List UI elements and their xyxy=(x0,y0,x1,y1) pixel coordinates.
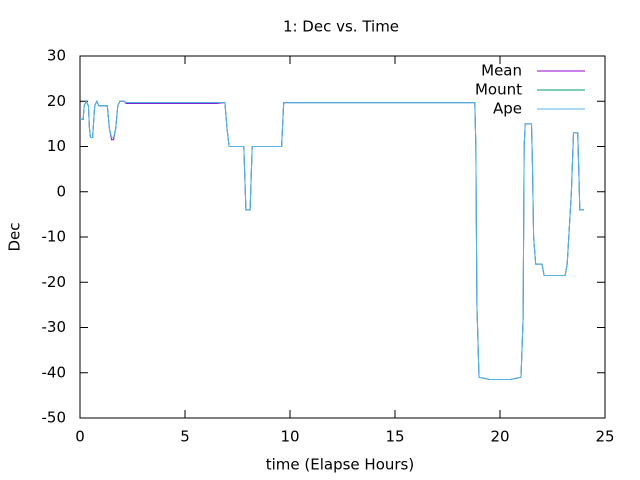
data-line xyxy=(80,100,584,381)
y-tick-label: -30 xyxy=(42,318,67,336)
x-tick-label: 0 xyxy=(75,428,85,446)
y-tick-label: 0 xyxy=(56,182,66,200)
y-tick-label: 30 xyxy=(47,47,66,65)
x-tick-label: 5 xyxy=(180,428,190,446)
legend-label: Mean xyxy=(481,62,522,80)
plot-border xyxy=(79,55,606,419)
x-axis-label: time (Elapse Hours) xyxy=(266,456,414,474)
legend-label: Ape xyxy=(493,100,522,118)
x-tick-label: 20 xyxy=(490,428,509,446)
x-tick-label: 15 xyxy=(385,428,404,446)
legend-label: Mount xyxy=(475,81,522,99)
y-axis-label: Dec xyxy=(6,222,24,251)
y-tick-label: -20 xyxy=(42,273,67,291)
y-tick-label: 20 xyxy=(47,92,66,110)
data-line xyxy=(80,100,584,381)
y-tick-label: 10 xyxy=(47,137,66,155)
chart-title: 1: Dec vs. Time xyxy=(283,18,399,36)
x-tick-label: 10 xyxy=(280,428,299,446)
y-tick-label: -10 xyxy=(42,228,67,246)
y-tick-label: -40 xyxy=(42,363,67,381)
data-line xyxy=(80,100,584,381)
y-tick-label: -50 xyxy=(42,409,67,427)
x-tick-label: 25 xyxy=(595,428,614,446)
